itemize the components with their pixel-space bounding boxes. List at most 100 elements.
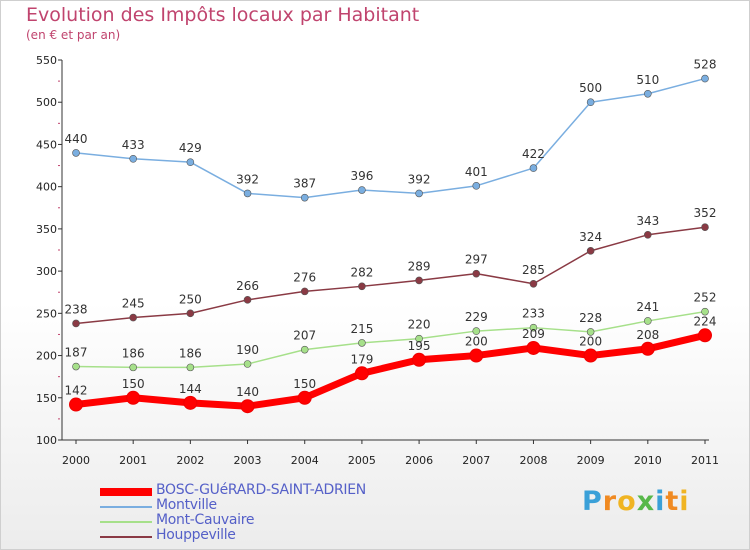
data-point [354, 366, 369, 381]
data-point [72, 149, 80, 157]
data-point [183, 395, 198, 410]
data-point [586, 98, 595, 107]
data-point [529, 279, 538, 288]
logo-letter: r [602, 486, 618, 517]
data-point [243, 296, 252, 304]
data-point [243, 189, 252, 198]
y-tick-label: 500 [36, 96, 57, 109]
data-point [240, 399, 255, 414]
y-tick-label: 250 [36, 307, 57, 320]
data-label: 150 [122, 377, 145, 391]
data-label: 179 [350, 352, 373, 366]
legend-label: Mont-Cauvaire [156, 512, 255, 528]
data-label: 252 [694, 291, 717, 305]
data-label: 233 [522, 307, 545, 321]
data-point [300, 345, 309, 354]
y-tick-label: 100 [36, 434, 57, 447]
data-point [129, 363, 137, 372]
legend-swatch [100, 488, 152, 496]
series-line-2 [75, 77, 706, 199]
x-tick-label: 2006 [405, 454, 433, 467]
data-point [186, 158, 195, 166]
legend-label: BOSC-GUéRARD-SAINT-ADRIEN [156, 482, 366, 498]
data-point [701, 307, 709, 316]
y-tick-label: 200 [36, 350, 57, 363]
y-tick-label: 150 [36, 392, 57, 405]
data-point [243, 360, 252, 368]
data-label: 224 [694, 314, 717, 328]
data-label: 209 [522, 327, 545, 341]
data-label: 186 [179, 346, 202, 360]
data-label: 392 [408, 172, 431, 186]
data-point [72, 319, 80, 328]
data-point [129, 313, 137, 322]
x-tick-label: 2003 [234, 454, 262, 467]
x-tick-label: 2008 [519, 454, 547, 467]
data-label: 207 [293, 329, 316, 343]
y-tick-label: 350 [36, 223, 57, 236]
data-label: 238 [65, 302, 88, 316]
data-label: 276 [293, 270, 316, 284]
data-label: 200 [465, 335, 488, 349]
data-label: 324 [579, 230, 602, 244]
data-point [126, 390, 141, 405]
data-label: 433 [122, 138, 145, 152]
legend-swatch [100, 521, 152, 523]
data-label: 250 [179, 292, 202, 306]
chart-title: Evolution des Impôts locaux par Habitant [26, 4, 420, 26]
data-point [472, 269, 481, 278]
data-label: 396 [350, 169, 373, 183]
data-label: 440 [65, 132, 88, 146]
data-point [586, 247, 595, 255]
data-label: 285 [522, 263, 545, 277]
logo-letter: t [665, 486, 680, 517]
data-point [469, 348, 484, 363]
x-tick-label: 2004 [291, 454, 319, 467]
logo-letter: i [679, 486, 690, 517]
data-label: 245 [122, 297, 145, 311]
data-point [415, 334, 423, 343]
data-point [129, 155, 137, 163]
data-label: 229 [465, 310, 488, 324]
data-label: 195 [408, 339, 431, 353]
x-tick-label: 2005 [348, 454, 376, 467]
y-tick-label: 550 [36, 54, 57, 67]
data-label: 297 [465, 253, 488, 267]
data-point [358, 282, 366, 291]
series-line-1 [75, 331, 706, 410]
logo-letter: o [617, 486, 637, 517]
x-tick-label: 2009 [577, 454, 605, 467]
logo-letter: x [636, 486, 656, 517]
x-tick-label: 2011 [691, 454, 719, 467]
data-point [358, 339, 366, 347]
data-label: 343 [636, 214, 659, 228]
data-label: 187 [65, 346, 88, 360]
data-point [412, 352, 427, 367]
y-tick-label: 400 [36, 181, 57, 194]
series-line-4 [75, 226, 706, 325]
data-label: 266 [236, 279, 259, 293]
data-point [415, 276, 423, 285]
x-tick-label: 2000 [62, 454, 90, 467]
data-label: 190 [236, 343, 259, 357]
logo-letter: P [582, 486, 603, 517]
data-point [300, 287, 309, 296]
x-tick-label: 2010 [634, 454, 662, 467]
data-point [529, 323, 538, 332]
data-label: 220 [408, 318, 431, 332]
y-tick-label: 450 [36, 138, 57, 151]
data-point [701, 74, 709, 83]
data-label: 500 [579, 81, 602, 95]
logo-letter: i [655, 486, 666, 517]
data-point [186, 363, 195, 372]
legend-label: Montville [156, 497, 217, 513]
data-label: 352 [694, 206, 717, 220]
data-point [644, 89, 652, 98]
data-point [583, 348, 598, 363]
data-point [701, 223, 709, 231]
x-tick-label: 2002 [176, 454, 204, 467]
data-label: 215 [350, 322, 373, 336]
data-label: 387 [293, 177, 316, 191]
